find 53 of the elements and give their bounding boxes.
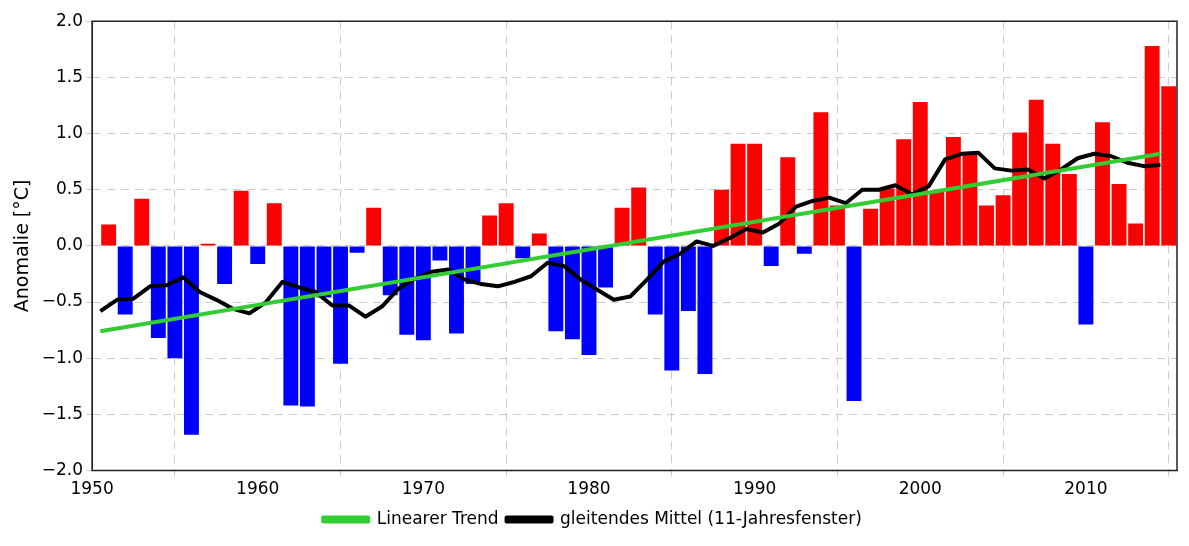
bar (299, 246, 315, 407)
bar (564, 246, 580, 340)
y-tick-label: 1.0 (56, 121, 84, 142)
x-tick-label: 1980 (567, 478, 611, 499)
y-axis-title: Anomalie [°C] (10, 179, 33, 313)
legend-label: gleitendes Mittel (11-Jahresfenster) (560, 507, 862, 528)
bar (1095, 122, 1110, 246)
bar (349, 246, 365, 253)
bar (531, 233, 547, 246)
x-tick-label: 1950 (70, 478, 114, 499)
y-tick-label: −0.5 (41, 290, 84, 311)
x-tick-label: 1960 (236, 478, 280, 499)
legend-label: Linearer Trend (376, 507, 499, 528)
bar (1111, 184, 1127, 246)
bar (333, 246, 348, 364)
bar (366, 207, 382, 246)
bar (1128, 223, 1144, 246)
y-tick-label: −1.5 (41, 402, 84, 423)
bar (184, 246, 199, 435)
bar (863, 208, 879, 246)
bar (598, 246, 614, 288)
bar (945, 136, 961, 246)
x-tick-label: 2000 (898, 478, 942, 499)
y-tick-label: 1.5 (56, 65, 84, 86)
y-tick-label: 0.5 (56, 178, 84, 199)
bar (101, 224, 117, 246)
bar (217, 246, 233, 285)
x-tick-label: 1990 (732, 478, 777, 499)
bar (846, 246, 862, 401)
bar (498, 203, 514, 246)
bar (813, 112, 829, 246)
y-tick-label: −2.0 (41, 459, 84, 480)
bar (548, 246, 564, 332)
bar (780, 157, 796, 246)
x-tick-label: 1970 (401, 478, 445, 499)
bar (134, 198, 150, 246)
bar (1061, 174, 1077, 246)
y-tick-label: 0.0 (56, 234, 84, 255)
bar (515, 246, 531, 259)
bar (250, 246, 266, 264)
y-tick-label: −1.0 (41, 346, 84, 367)
bar (449, 246, 464, 334)
bar (1078, 246, 1094, 325)
bar (117, 246, 133, 315)
bar (979, 205, 994, 246)
bar (266, 203, 282, 246)
bar (796, 246, 812, 254)
bar (283, 246, 299, 406)
x-tick-label: 2010 (1064, 478, 1108, 499)
y-tick-label: 2.0 (56, 9, 84, 30)
bar (482, 215, 498, 246)
bar (233, 190, 249, 246)
bar (763, 246, 779, 267)
